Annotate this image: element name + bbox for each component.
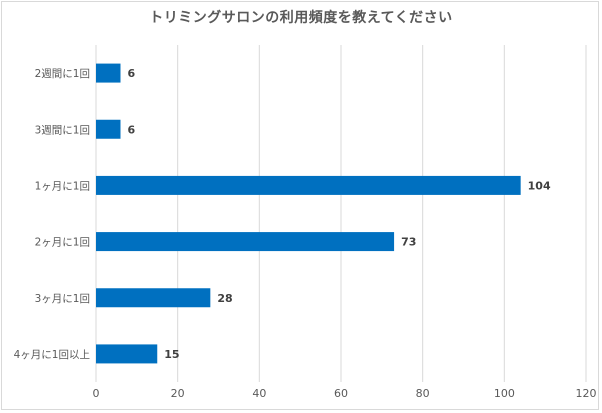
category-label: 2ヶ月に1回 bbox=[35, 237, 90, 249]
bar bbox=[96, 175, 521, 195]
category-label: 1ヶ月に1回 bbox=[35, 180, 90, 192]
category-label: 3週間に1回 bbox=[35, 124, 90, 136]
x-tick-label: 0 bbox=[93, 387, 100, 400]
bar bbox=[96, 344, 158, 364]
category-label: 3ヶ月に1回 bbox=[35, 293, 90, 305]
bar bbox=[96, 232, 395, 252]
data-label: 6 bbox=[128, 67, 136, 80]
x-tick-label: 120 bbox=[576, 387, 597, 400]
category-label: 4ヶ月に1回以上 bbox=[14, 349, 90, 361]
bar bbox=[96, 288, 211, 308]
x-tick-label: 100 bbox=[494, 387, 515, 400]
bar bbox=[96, 119, 121, 139]
chart-title: トリミングサロンの利用頻度を教えてください bbox=[149, 10, 453, 26]
data-label: 73 bbox=[401, 236, 416, 249]
bar bbox=[96, 63, 121, 83]
x-tick-label: 40 bbox=[252, 387, 266, 400]
data-label: 15 bbox=[164, 348, 179, 361]
x-tick-label: 60 bbox=[334, 387, 348, 400]
x-tick-label: 20 bbox=[171, 387, 185, 400]
data-label: 28 bbox=[217, 292, 232, 305]
x-tick-label: 80 bbox=[416, 387, 430, 400]
category-label: 2週間に1回 bbox=[35, 68, 90, 80]
data-label: 6 bbox=[128, 123, 136, 136]
data-label: 104 bbox=[528, 179, 551, 192]
